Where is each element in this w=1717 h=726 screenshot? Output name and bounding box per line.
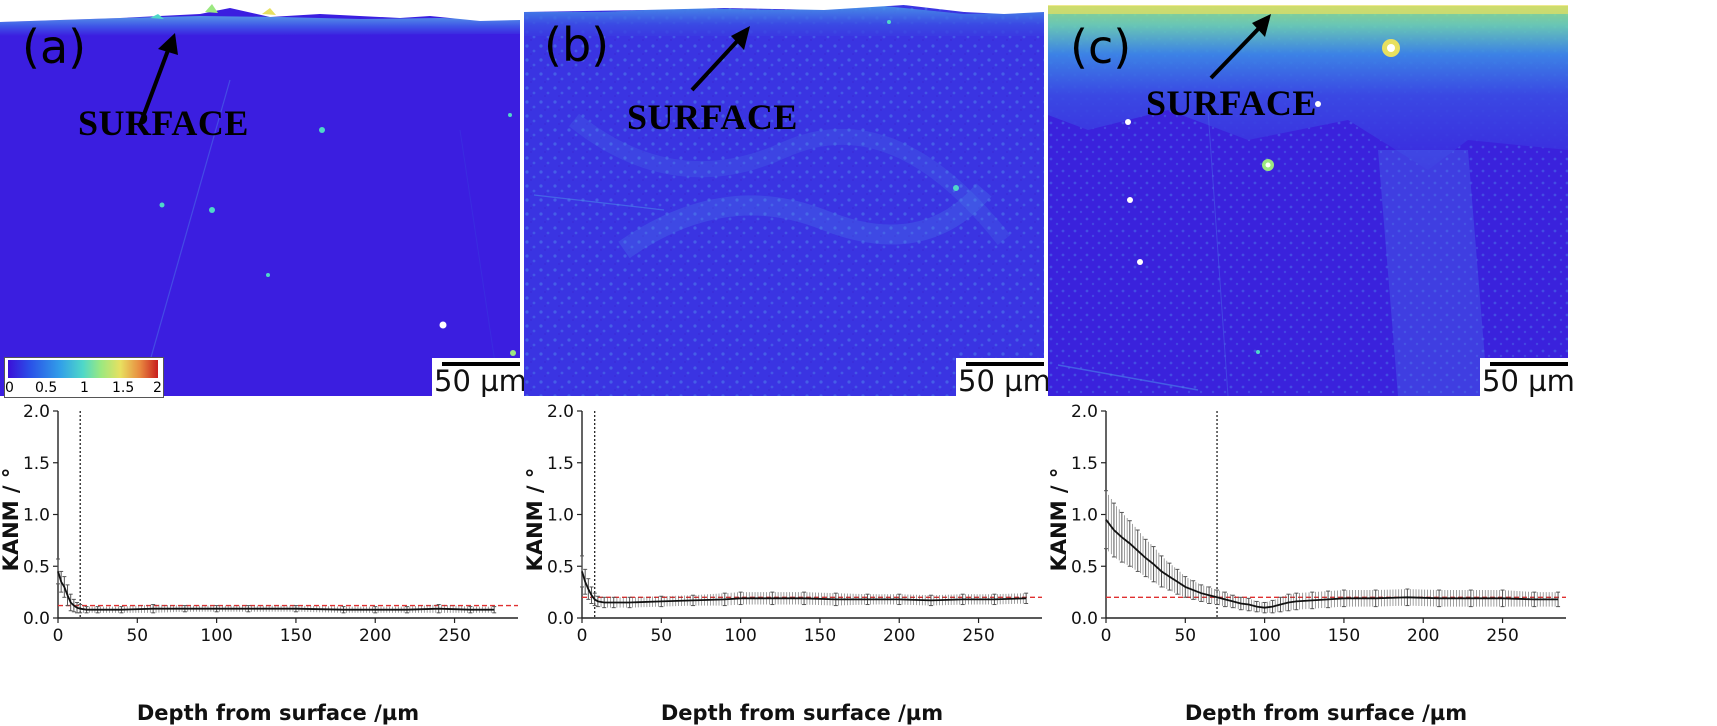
arrow-c [1209, 14, 1271, 80]
x-tick-label: 150 [804, 626, 836, 646]
series-line [1105, 519, 1559, 609]
panel-label-c: (c) [1070, 20, 1132, 74]
surface-label-a: SURFACE [78, 103, 249, 143]
chart-c-svg: 0.0 0.5 1.0 1.5 2.0 0 50 100 150 200 250 Depth from… [1048, 402, 1566, 725]
kam-map-c-image [1048, 0, 1568, 396]
x-tick-label: 200 [359, 626, 391, 646]
y-axis-label: KANM / ° [0, 468, 23, 572]
y-tick-label: 0.0 [1071, 609, 1098, 629]
scale-bar-a: 50 µm [432, 358, 532, 398]
scale-bar-c: 50 µm [1480, 358, 1580, 398]
colorbar-tick: 0 [5, 380, 14, 396]
x-tick-label: 0 [577, 626, 588, 646]
x-axis-label: Depth from surface /µm [1185, 701, 1467, 725]
colorbar-tick: 2 [153, 380, 162, 396]
chart-b: 0.0 0.5 1.0 1.5 2.0 0 50 100 150 200 250 Depth from… [524, 400, 1044, 726]
x-tick-label: 0 [53, 626, 64, 646]
chart-a-svg: 0.0 0.5 1.0 1.5 2.0 0 50 100 150 200 250 Depth from… [0, 402, 518, 725]
kam-map-a-image [0, 0, 520, 396]
chart-c: 0.0 0.5 1.0 1.5 2.0 0 50 100 150 200 250 Depth from… [1048, 400, 1568, 726]
scale-bar-line [442, 362, 520, 366]
scale-bar-line [966, 362, 1044, 366]
surface-label-b: SURFACE [627, 97, 798, 137]
kam-map-a [0, 0, 520, 396]
y-tick-label: 2.0 [1071, 402, 1098, 422]
x-tick-label: 250 [438, 626, 470, 646]
y-axis-label: KANM / ° [524, 468, 547, 572]
x-axis-label: Depth from surface /µm [137, 701, 419, 725]
x-tick-label: 200 [1407, 626, 1439, 646]
colorbar-tick: 0.5 [35, 380, 58, 396]
panel-b: (b) SURFACE 50 µm 0.0 0.5 1.0 1.5 2.0 0 50 100 1… [524, 0, 1056, 726]
y-tick-label: 1.0 [1071, 506, 1098, 526]
colorbar-tick: 1 [80, 380, 89, 396]
x-tick-label: 150 [280, 626, 312, 646]
y-tick-label: 1.0 [547, 506, 574, 526]
y-tick-label: 2.0 [547, 402, 574, 422]
scale-bar-label: 50 µm [434, 364, 527, 398]
y-tick-label: 2.0 [23, 402, 50, 422]
scale-bar-label: 50 µm [1482, 364, 1575, 398]
x-tick-label: 250 [1486, 626, 1518, 646]
y-tick-label: 1.5 [23, 454, 50, 474]
x-tick-label: 100 [1248, 626, 1280, 646]
y-tick-label: 1.0 [23, 506, 50, 526]
arrow-b [690, 26, 750, 92]
panel-c: (c) SURFACE 50 µm 0.0 0.5 1.0 1.5 2.0 0 50 100 1… [1048, 0, 1580, 726]
x-tick-label: 0 [1101, 626, 1112, 646]
panel-a: (a) SURFACE 50 µm 0 0.5 1 1.5 2 0.0 0.5 1.… [0, 0, 532, 726]
colorbar-tick: 1.5 [112, 380, 135, 396]
arrow-a [138, 33, 178, 126]
colorbar: 0 0.5 1 1.5 2 [4, 357, 164, 398]
x-tick-label: 200 [883, 626, 915, 646]
y-tick-label: 0.0 [547, 609, 574, 629]
colorbar-gradient [8, 360, 158, 378]
scale-bar-line [1490, 362, 1568, 366]
x-tick-label: 250 [962, 626, 994, 646]
chart-a: 0.0 0.5 1.0 1.5 2.0 0 50 100 150 200 250 Depth from… [0, 400, 520, 726]
panel-label-b: (b) [544, 18, 610, 72]
scale-bar-label: 50 µm [958, 364, 1051, 398]
kam-map-b-image [524, 0, 1044, 396]
y-tick-label: 0.5 [1071, 557, 1098, 577]
x-tick-label: 100 [724, 626, 756, 646]
x-tick-label: 50 [1174, 626, 1196, 646]
x-tick-label: 150 [1328, 626, 1360, 646]
x-axis-label: Depth from surface /µm [661, 701, 943, 725]
series-line [57, 571, 495, 611]
y-axis-label: KANM / ° [1048, 468, 1071, 572]
x-tick-label: 50 [126, 626, 148, 646]
y-tick-label: 0.5 [23, 557, 50, 577]
y-tick-label: 0.5 [547, 557, 574, 577]
series-line [581, 571, 1027, 604]
chart-b-svg: 0.0 0.5 1.0 1.5 2.0 0 50 100 150 200 250 Depth from… [524, 402, 1042, 725]
x-tick-label: 50 [650, 626, 672, 646]
y-tick-label: 0.0 [23, 609, 50, 629]
panel-label-a: (a) [22, 20, 87, 74]
scale-bar-b: 50 µm [956, 358, 1056, 398]
kam-map-c [1048, 0, 1568, 396]
x-tick-label: 100 [200, 626, 232, 646]
kam-map-b [524, 0, 1044, 396]
surface-label-c: SURFACE [1146, 83, 1317, 123]
y-tick-label: 1.5 [547, 454, 574, 474]
y-tick-label: 1.5 [1071, 454, 1098, 474]
